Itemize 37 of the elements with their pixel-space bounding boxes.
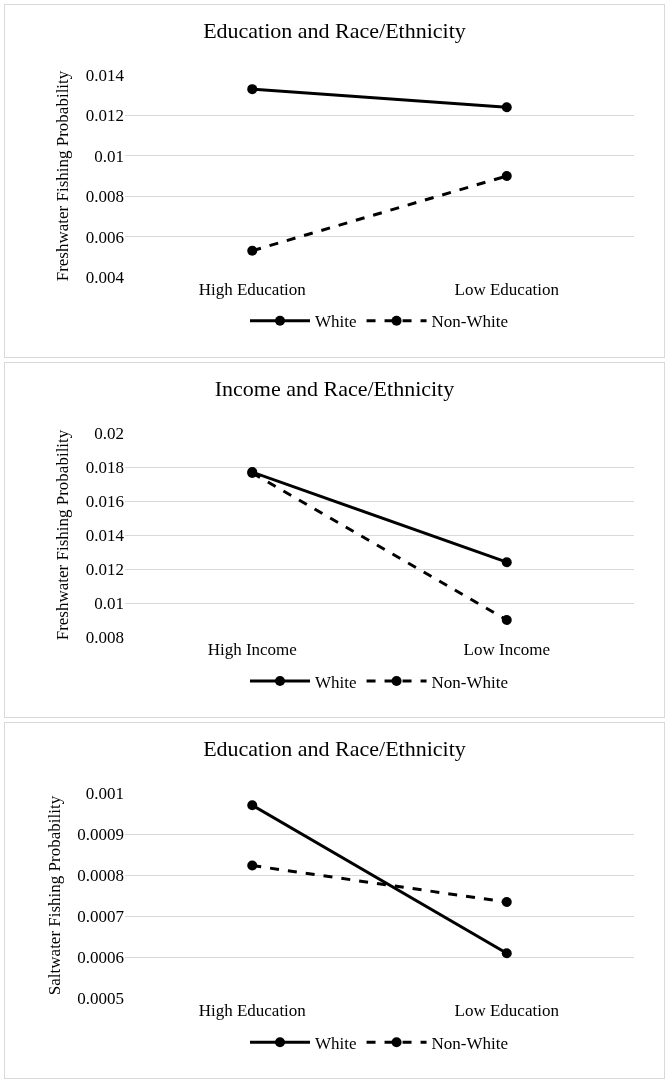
y-tick-label: 0.006: [85, 227, 124, 247]
y-tick-label: 0.004: [85, 267, 125, 287]
y-tick-label: 0.0007: [77, 906, 125, 926]
y-axis-title: Saltwater Fishing Probability: [44, 795, 64, 996]
y-tick-label: 0.0006: [77, 947, 124, 967]
y-tick-label: 0.012: [85, 559, 124, 579]
x-tick-label: Low Education: [454, 280, 560, 299]
y-tick-label: 0.008: [85, 187, 124, 207]
x-tick-label: Low Education: [454, 1001, 560, 1020]
y-tick-label: 0.014: [85, 65, 125, 85]
x-tick-label: High Education: [198, 280, 307, 299]
y-tick-label: 0.008: [85, 627, 124, 647]
legend-label: White: [315, 672, 357, 692]
x-tick-label: High Income: [207, 640, 297, 659]
chart-title: Income and Race/Ethnicity: [214, 376, 455, 402]
x-tick-label: Low Income: [463, 640, 550, 659]
x-tick-label: High Education: [198, 1001, 307, 1020]
y-tick-label: 0.0009: [77, 824, 124, 844]
y-axis-title: Freshwater Fishing Probability: [53, 70, 73, 282]
y-tick-label: 0.01: [94, 146, 124, 166]
y-tick-label: 0.01: [94, 593, 124, 613]
y-tick-label: 0.0008: [77, 865, 124, 885]
y-tick-label: 0.016: [85, 491, 124, 511]
y-axis-title: Freshwater Fishing Probability: [53, 429, 73, 641]
legend-label: Non-White: [431, 672, 509, 692]
y-tick-label: 0.014: [85, 525, 125, 545]
legend-label: White: [315, 312, 357, 332]
y-tick-label: 0.0005: [77, 988, 124, 1008]
y-tick-label: 0.018: [85, 457, 124, 477]
legend-label: White: [315, 1033, 357, 1053]
chart-title: Education and Race/Ethnicity: [203, 736, 466, 762]
legend-label: Non-White: [431, 1033, 509, 1053]
chart-title: Education and Race/Ethnicity: [203, 18, 466, 43]
y-tick-label: 0.001: [85, 783, 124, 803]
y-tick-label: 0.012: [85, 106, 124, 126]
y-tick-label: 0.02: [94, 423, 124, 443]
legend-label: Non-White: [431, 312, 509, 332]
